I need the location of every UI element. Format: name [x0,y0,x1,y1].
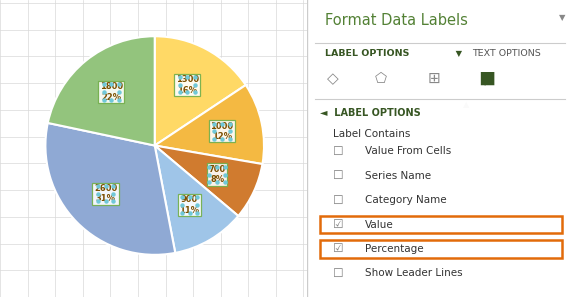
Text: Label Contains: Label Contains [333,129,411,139]
Wedge shape [155,146,262,216]
Text: ⬠: ⬠ [375,72,387,86]
Text: Percentage: Percentage [365,244,424,254]
Text: LABEL OPTIONS: LABEL OPTIONS [325,49,410,58]
Text: Value From Cells: Value From Cells [365,146,452,157]
Text: Series Name: Series Name [365,171,431,181]
Text: Format Data Labels: Format Data Labels [325,13,468,29]
Wedge shape [45,123,175,255]
Text: Value: Value [365,219,394,230]
Wedge shape [155,85,264,164]
Text: 1000
12%: 1000 12% [210,121,234,141]
Text: ☑: ☑ [333,242,344,255]
Text: ▐█: ▐█ [476,72,494,85]
Text: Show Leader Lines: Show Leader Lines [365,268,463,278]
Text: ◇: ◇ [327,71,339,86]
Text: TEXT OPTIONS: TEXT OPTIONS [472,49,540,58]
Text: ⊞: ⊞ [428,71,441,86]
Text: ☐: ☐ [333,194,344,207]
Text: 700
8%: 700 8% [209,165,226,184]
Text: ▼: ▼ [453,49,462,58]
Wedge shape [48,36,155,146]
Text: ☐: ☐ [333,267,344,280]
Text: 1300
16%: 1300 16% [176,75,199,94]
Text: Category Name: Category Name [365,195,447,205]
Text: ▲: ▲ [463,100,470,109]
Text: ▼: ▼ [559,13,565,22]
Text: 1800
22%: 1800 22% [100,82,123,102]
Text: ☐: ☐ [333,145,344,158]
Text: 900
11%: 900 11% [179,195,199,215]
Text: ◄  LABEL OPTIONS: ◄ LABEL OPTIONS [320,108,421,119]
Text: 2600
31%: 2600 31% [94,184,117,203]
Wedge shape [155,146,238,253]
Wedge shape [155,36,246,146]
Text: ☐: ☐ [333,169,344,182]
Text: ☑: ☑ [333,218,344,231]
